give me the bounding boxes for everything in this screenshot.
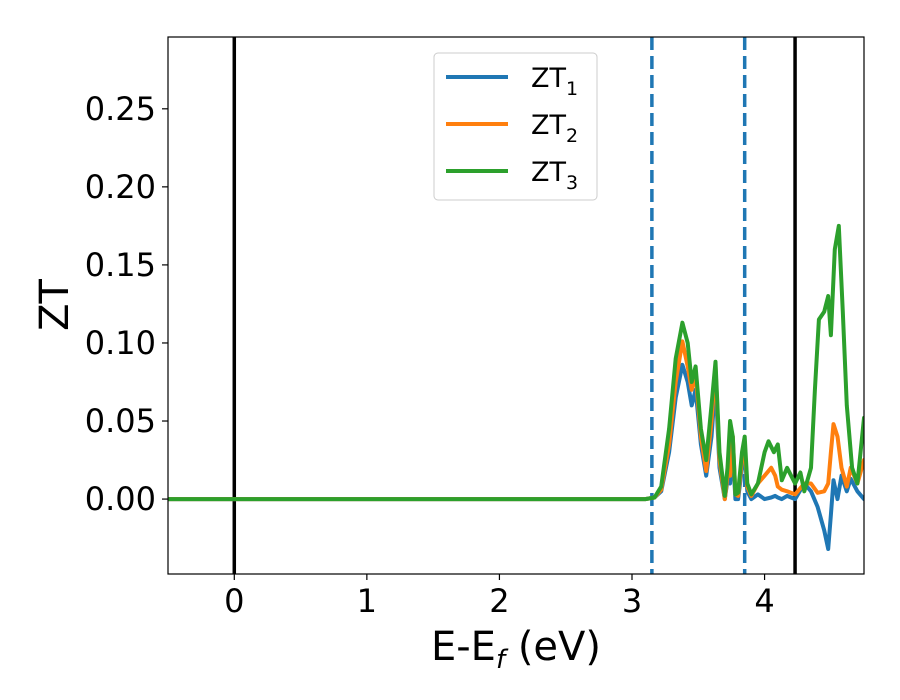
y-tick-label: 0.15 (85, 246, 156, 284)
plot-frame (167, 36, 865, 575)
legend-box (433, 52, 598, 201)
y-tick-label: 0.25 (85, 90, 156, 128)
x-tick-label: 3 (622, 582, 642, 620)
series-line-zt1 (168, 362, 864, 551)
x-tick-label: 4 (754, 582, 774, 620)
series-lines (168, 223, 864, 551)
y-tick-label: 0.10 (85, 324, 156, 362)
x-tick-label: 0 (224, 582, 244, 620)
x-axis-title-unit: (eV) (505, 624, 601, 670)
y-tick-label: 0.05 (85, 402, 156, 440)
y-axis-ticks: 0.00 0.05 0.10 0.15 0.20 0.25 (85, 90, 168, 518)
legend: ZT1 ZT2 ZT3 (433, 52, 598, 201)
x-axis-ticks: 0 1 2 3 4 (224, 574, 775, 620)
x-tick-label: 2 (489, 582, 509, 620)
x-axis-title: E-Ef (eV) (431, 624, 601, 675)
y-axis-title: ZT (32, 279, 78, 331)
legend-label-zt3: ZT3 (531, 157, 578, 194)
y-tick-label: 0.20 (85, 168, 156, 206)
legend-label-zt2: ZT2 (531, 110, 578, 147)
series-line-zt3 (168, 223, 864, 502)
x-tick-label: 1 (357, 582, 377, 620)
legend-label-zt1: ZT1 (531, 63, 578, 100)
y-tick-label: 0.00 (85, 480, 156, 518)
